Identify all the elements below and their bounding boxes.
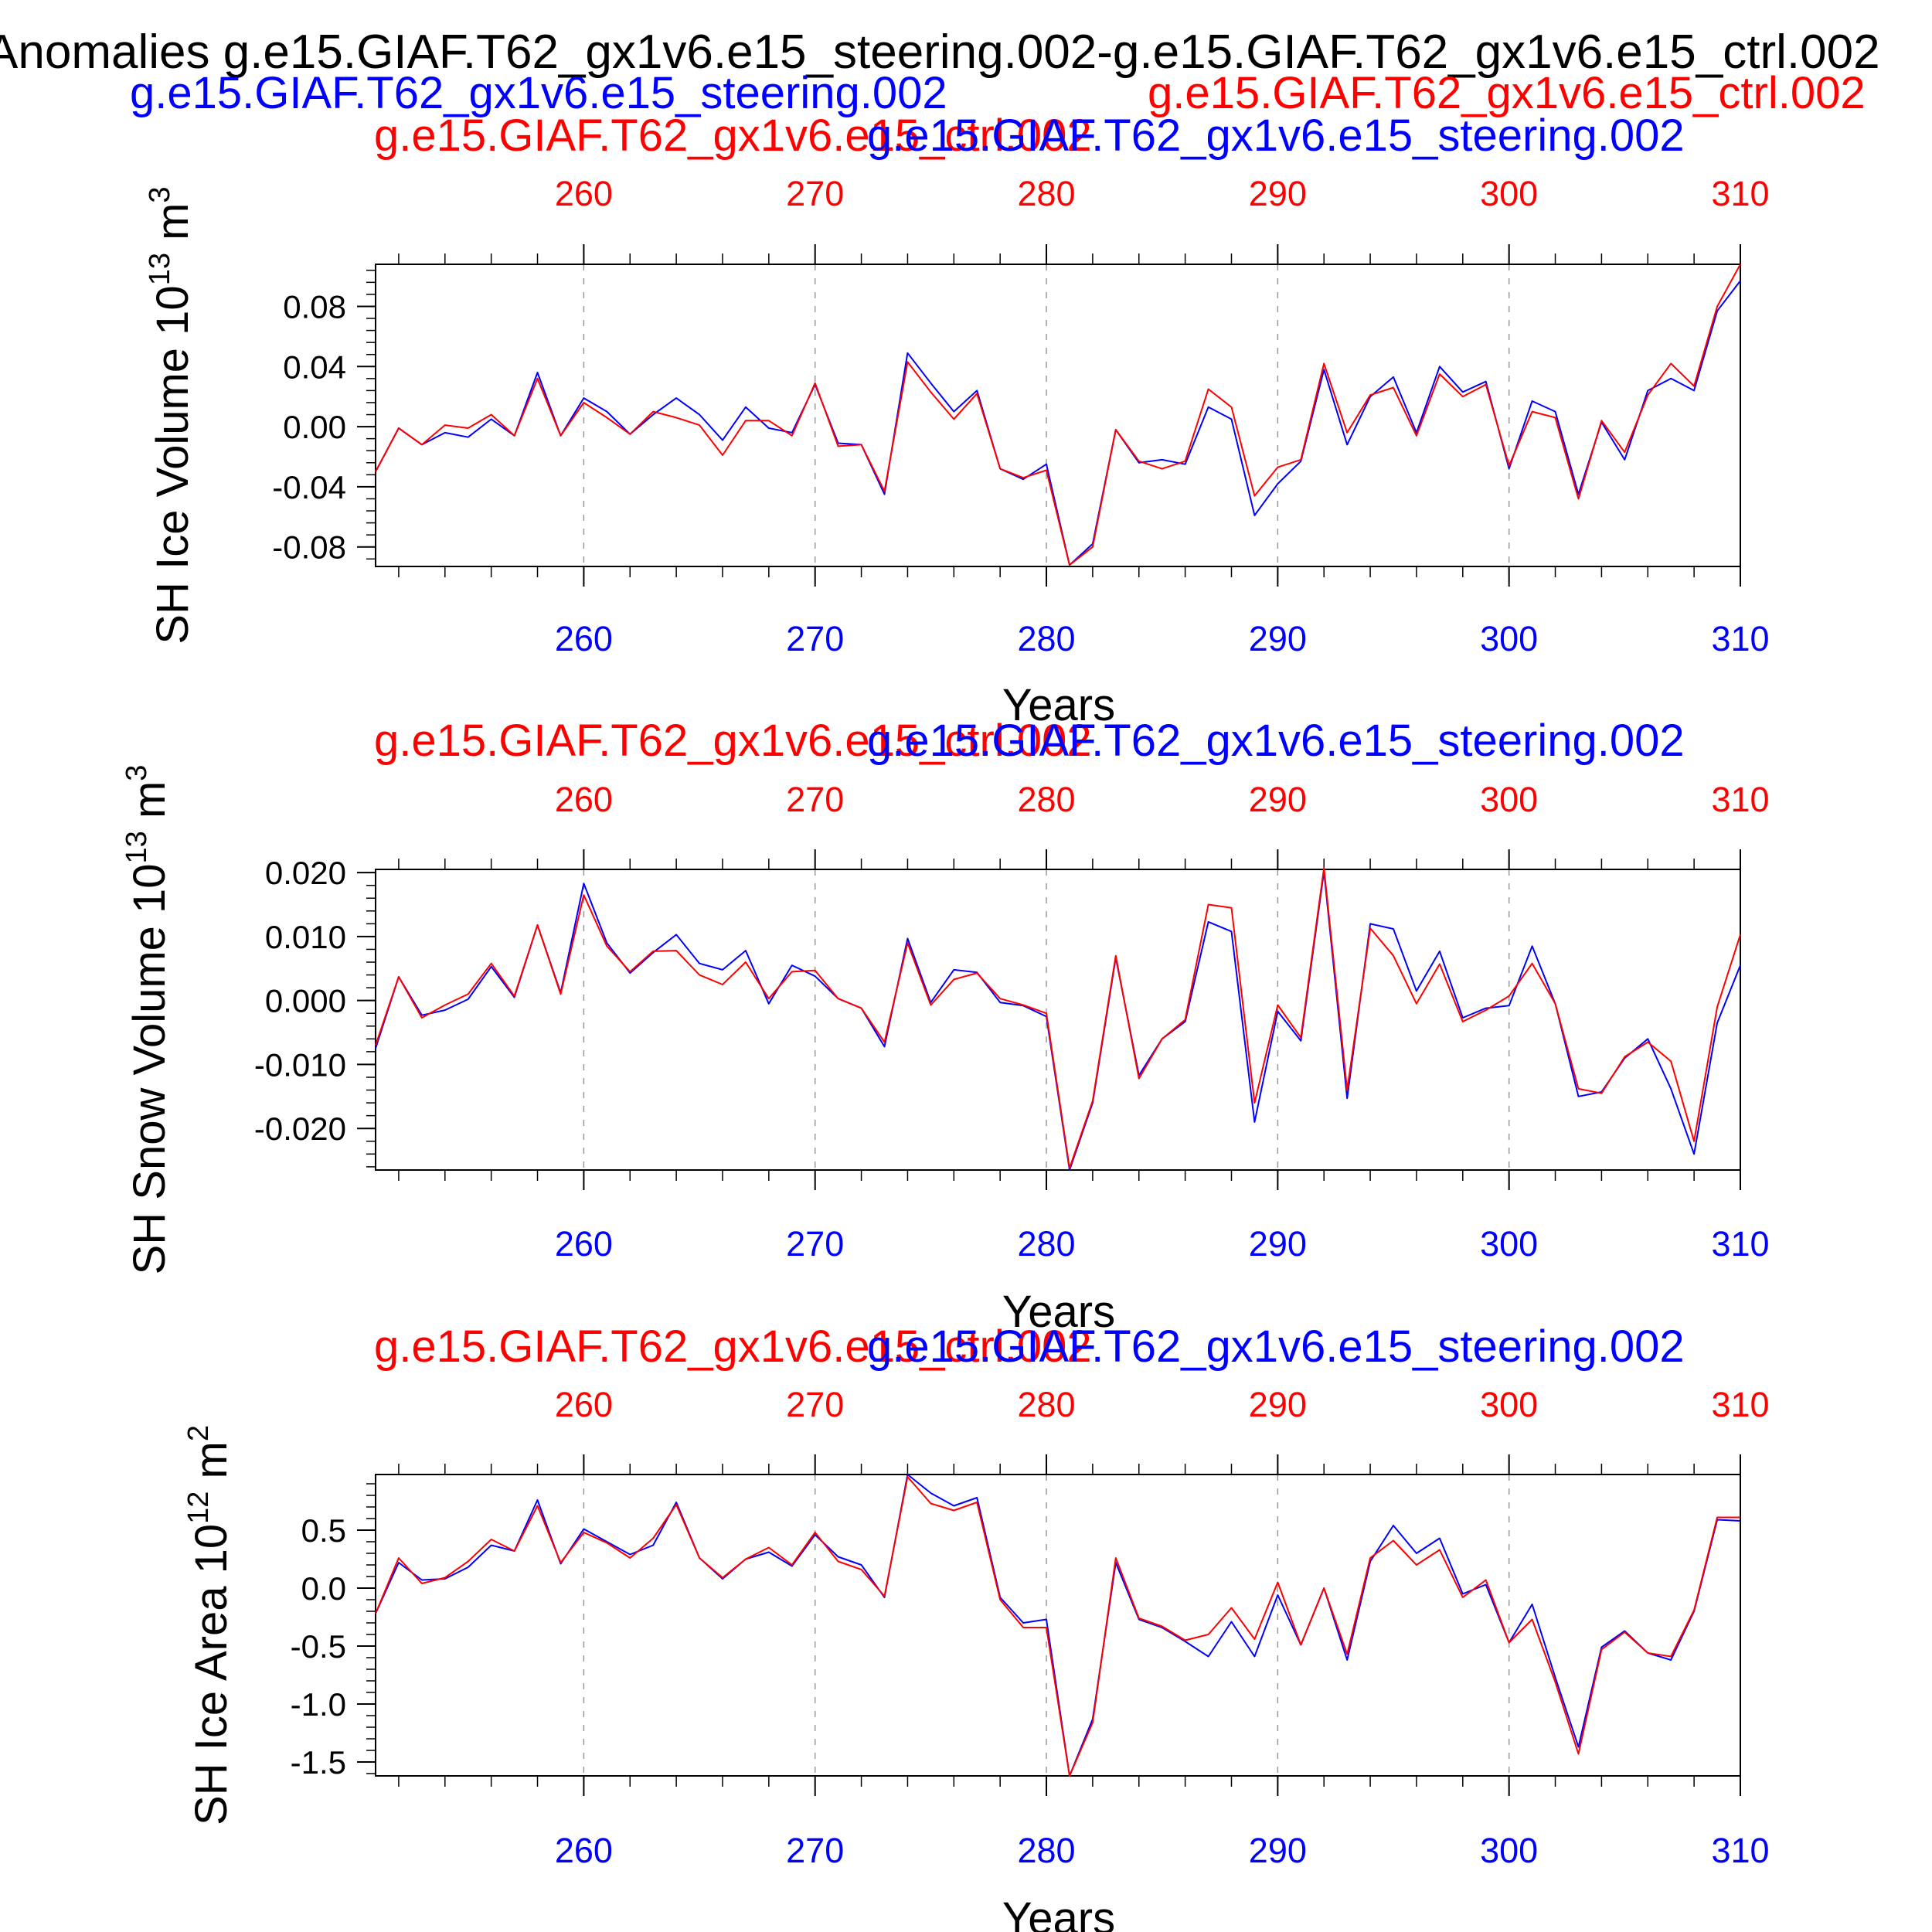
y-axis-label-text: SH Ice Volume 10 — [148, 285, 198, 644]
series-line-ctrl — [375, 1476, 1740, 1777]
series-line-steering — [375, 1474, 1741, 1777]
panel-title-steering: g.e15.GIAF.T62_gx1v6.e15_steering.002 — [867, 111, 1685, 161]
x-tick-label-bottom: 310 — [1711, 1224, 1769, 1264]
x-tick-label-bottom: 310 — [1711, 1831, 1769, 1870]
x-tick-label-top: 290 — [1249, 780, 1307, 819]
y-tick-label: -0.5 — [291, 1628, 346, 1665]
y-tick-label: -0.08 — [272, 529, 346, 566]
y-tick-label: -0.020 — [254, 1111, 346, 1147]
y-tick-label: 0.5 — [301, 1512, 346, 1549]
y-axis-label: SH Ice Volume 1013 m3 — [144, 186, 198, 644]
y-axis-label-exponent: 3 — [144, 186, 176, 202]
x-axis-label: Years — [1002, 1893, 1115, 1932]
x-tick-label-bottom: 300 — [1480, 1831, 1538, 1870]
x-tick-label-bottom: 270 — [786, 619, 844, 658]
x-tick-label-bottom: 260 — [555, 1831, 613, 1870]
x-tick-label-bottom: 290 — [1249, 1224, 1307, 1264]
y-tick-label: -0.010 — [254, 1046, 346, 1083]
plot-frame — [375, 1474, 1741, 1777]
x-tick-label-top: 290 — [1249, 174, 1307, 213]
x-tick-label-top: 280 — [1017, 1385, 1075, 1424]
y-axis-label-text: m — [186, 1441, 236, 1491]
panel-title-ctrl: g.e15.GIAF.T62_gx1v6.e15_ctrl.002 — [374, 716, 1092, 766]
y-axis-label-exponent: 2 — [182, 1425, 215, 1441]
x-axis-label: Years — [1002, 680, 1115, 730]
x-tick-label-top: 280 — [1017, 174, 1075, 213]
y-axis-label: SH Snow Volume 1013 m3 — [121, 765, 175, 1275]
y-tick-label: 0.000 — [265, 983, 346, 1019]
y-axis-label-text: SH Ice Area 10 — [186, 1524, 236, 1825]
panel-title-steering: g.e15.GIAF.T62_gx1v6.e15_steering.002 — [867, 716, 1685, 766]
y-tick-label: 0.020 — [265, 855, 346, 891]
snow-volume-panel: g.e15.GIAF.T62_gx1v6.e15_ctrl.002g.e15.G… — [121, 716, 1770, 1337]
y-axis-label: SH Ice Area 1012 m2 — [182, 1425, 236, 1825]
series-line-steering — [375, 870, 1741, 1171]
y-tick-label: 0.00 — [283, 409, 346, 445]
x-tick-label-bottom: 270 — [786, 1831, 844, 1870]
y-axis-label-exponent: 13 — [144, 253, 176, 285]
panel-title-ctrl: g.e15.GIAF.T62_gx1v6.e15_ctrl.002 — [374, 1321, 1092, 1372]
panel-title-steering: g.e15.GIAF.T62_gx1v6.e15_steering.002 — [867, 1321, 1685, 1372]
x-tick-label-bottom: 300 — [1480, 1224, 1538, 1264]
ice-volume-panel: g.e15.GIAF.T62_gx1v6.e15_ctrl.002g.e15.G… — [144, 111, 1770, 730]
header-case-blue: g.e15.GIAF.T62_gx1v6.e15_steering.002 — [130, 68, 947, 118]
series-line-ctrl — [375, 867, 1741, 1169]
x-tick-label-top: 260 — [555, 1385, 613, 1424]
plot-frame — [375, 869, 1741, 1171]
x-tick-label-bottom: 280 — [1017, 1224, 1075, 1264]
x-tick-label-bottom: 260 — [555, 1224, 613, 1264]
y-tick-label: 0.08 — [283, 288, 346, 325]
main-title: Anomalies g.e15.GIAF.T62_gx1v6.e15_steer… — [0, 26, 1880, 79]
y-tick-label: -1.0 — [291, 1686, 346, 1723]
x-tick-label-top: 310 — [1711, 780, 1769, 819]
x-tick-label-bottom: 310 — [1711, 619, 1769, 658]
x-tick-label-top: 260 — [555, 780, 613, 819]
x-tick-label-top: 270 — [786, 1385, 844, 1424]
series-line-steering — [375, 280, 1741, 566]
y-axis-label-exponent: 12 — [182, 1492, 215, 1524]
y-tick-label: -0.04 — [272, 469, 346, 505]
x-tick-label-bottom: 280 — [1017, 619, 1075, 658]
x-tick-label-top: 300 — [1480, 174, 1538, 213]
x-tick-label-top: 310 — [1711, 174, 1769, 213]
y-tick-label: 0.04 — [283, 349, 346, 385]
x-tick-label-bottom: 300 — [1480, 619, 1538, 658]
panel-title-ctrl: g.e15.GIAF.T62_gx1v6.e15_ctrl.002 — [374, 111, 1092, 161]
x-tick-label-top: 280 — [1017, 780, 1075, 819]
plot-frame — [375, 264, 1741, 567]
x-tick-label-top: 270 — [786, 780, 844, 819]
y-axis-label-text: m — [148, 203, 198, 253]
y-axis-label-exponent: 13 — [121, 831, 153, 863]
series-line-ctrl — [375, 264, 1741, 566]
y-tick-label: 0.010 — [265, 919, 346, 955]
x-tick-label-top: 300 — [1480, 780, 1538, 819]
x-tick-label-bottom: 260 — [555, 619, 613, 658]
y-axis-label-exponent: 3 — [121, 765, 153, 781]
x-tick-label-bottom: 290 — [1249, 619, 1307, 658]
y-axis-label-text: m — [124, 781, 175, 831]
x-axis-label: Years — [1002, 1287, 1115, 1337]
x-tick-label-bottom: 280 — [1017, 1831, 1075, 1870]
y-tick-label: -1.5 — [291, 1744, 346, 1781]
x-tick-label-top: 290 — [1249, 1385, 1307, 1424]
x-tick-label-bottom: 270 — [786, 1224, 844, 1264]
y-axis-label-text: SH Snow Volume 10 — [124, 863, 175, 1274]
y-tick-label: 0.0 — [301, 1570, 346, 1607]
x-tick-label-top: 260 — [555, 174, 613, 213]
ice-area-panel: g.e15.GIAF.T62_gx1v6.e15_ctrl.002g.e15.G… — [182, 1321, 1770, 1932]
x-tick-label-bottom: 290 — [1249, 1831, 1307, 1870]
x-tick-label-top: 300 — [1480, 1385, 1538, 1424]
x-tick-label-top: 270 — [786, 174, 844, 213]
x-tick-label-top: 310 — [1711, 1385, 1769, 1424]
header-case-red: g.e15.GIAF.T62_gx1v6.e15_ctrl.002 — [1148, 68, 1866, 118]
